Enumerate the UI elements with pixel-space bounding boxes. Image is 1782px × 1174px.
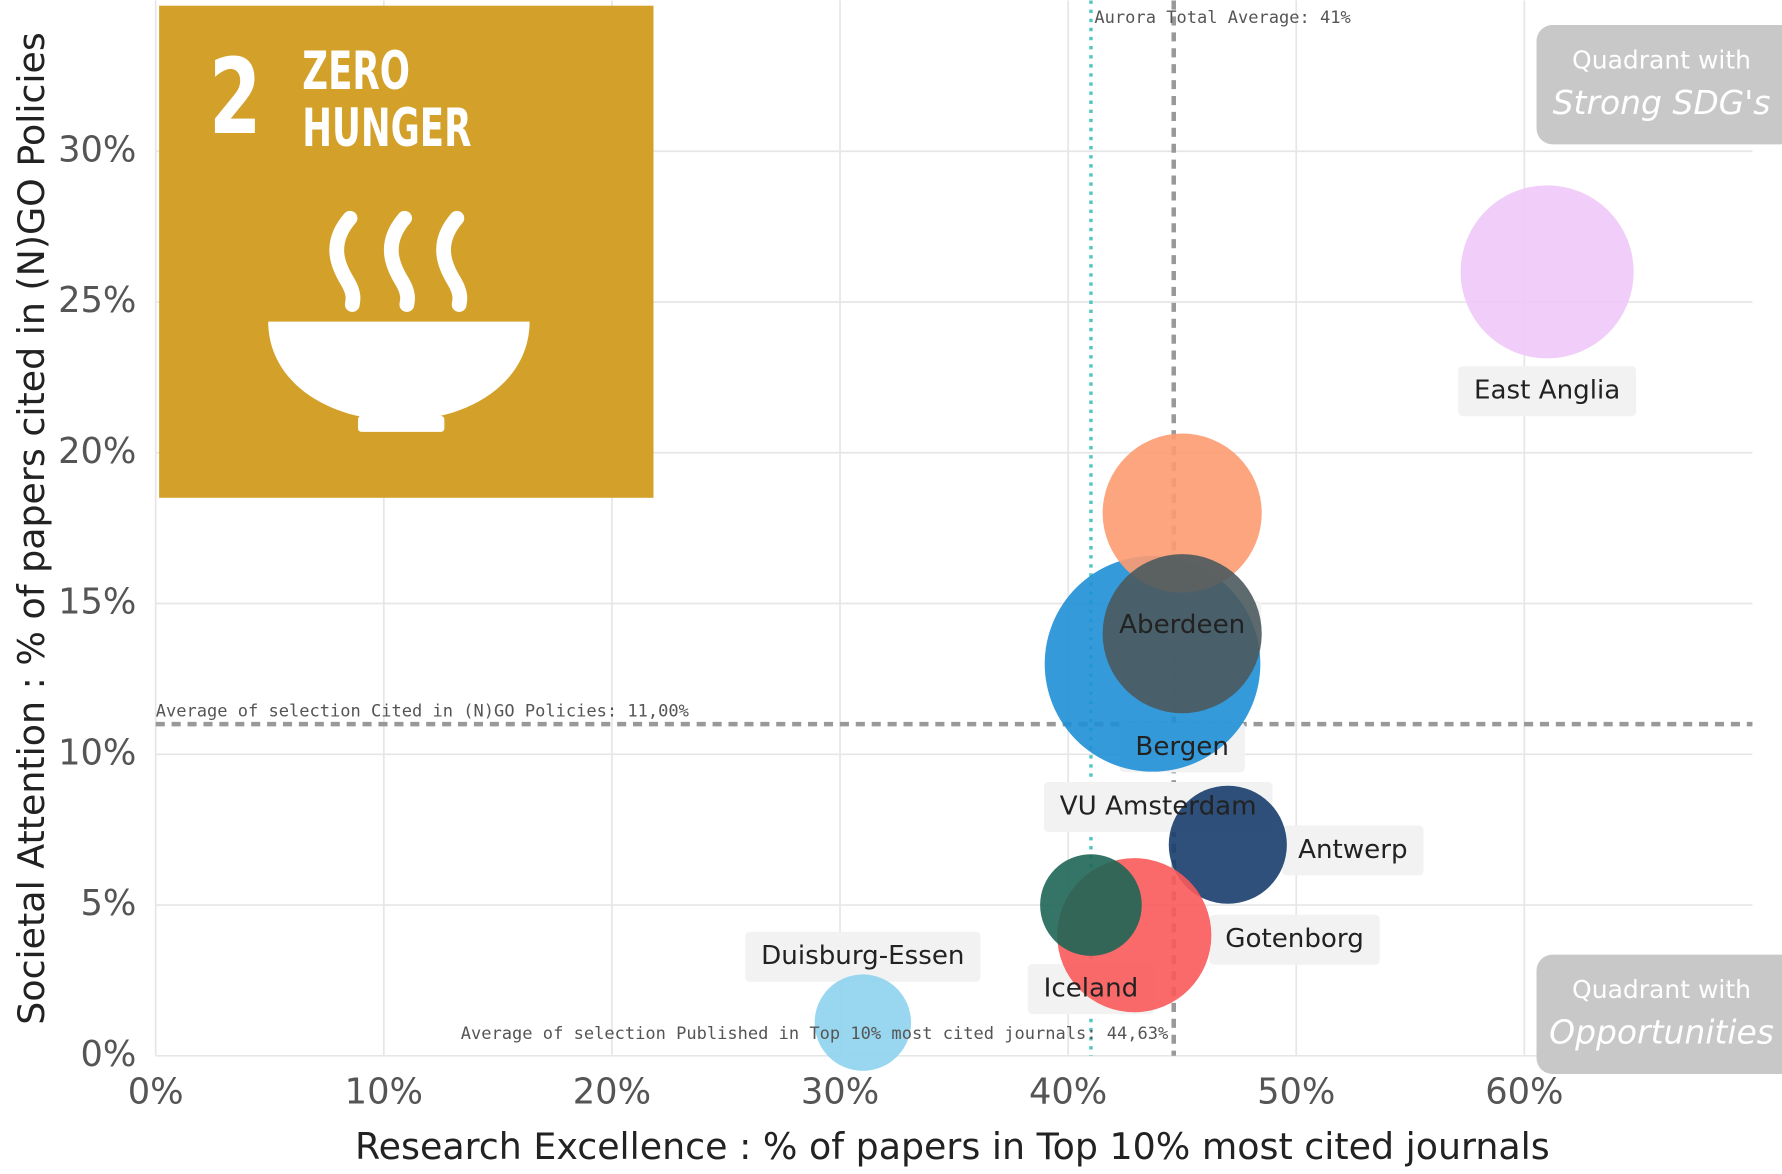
x-tick-label: 10% (345, 1071, 423, 1112)
sdg-title: HUNGER (302, 98, 471, 159)
x-axis-title: Research Excellence : % of papers in Top… (355, 1125, 1550, 1168)
bubble (1102, 554, 1262, 714)
bubble-labels: East Anglia VU Amsterdam Aberdeen Bergen Ant… (761, 376, 1620, 1004)
y-tick-label: 30% (58, 129, 136, 170)
bubble-label: Iceland (1044, 974, 1139, 1004)
bubbles (814, 185, 1634, 1071)
bowl-icon (268, 321, 530, 421)
quadrant-title: Quadrant with (1572, 975, 1751, 1004)
sdg-title: ZERO (302, 41, 410, 102)
x-tick-label: 40% (1029, 1071, 1107, 1112)
bubble-label: Bergen (1135, 732, 1229, 762)
bubble-label: East Anglia (1474, 376, 1620, 406)
x-tick-label: 60% (1485, 1071, 1563, 1112)
label-background (1282, 825, 1424, 876)
steam-icon (329, 210, 468, 312)
bubble-label: Gotenborg (1225, 924, 1364, 954)
quadrant-title: Quadrant with (1572, 45, 1751, 74)
bubble (1102, 433, 1262, 593)
label-background (745, 931, 981, 982)
bubble (814, 974, 912, 1071)
bubble-label: VU Amsterdam (1060, 792, 1257, 822)
quadrant-box (1536, 25, 1782, 145)
quadrant-boxes: Quadrant with Strong SDG's Quadrant with Op… (1536, 25, 1782, 1074)
y-tick-label: 10% (58, 732, 136, 773)
y-tick-label: 15% (58, 582, 136, 623)
x-tick-label: 50% (1257, 1071, 1335, 1112)
label-background (1209, 914, 1380, 965)
y-tick-label: 25% (58, 280, 136, 321)
y-tick-label: 0% (81, 1034, 137, 1075)
reference-label: Average of selection Published in Top 10… (461, 1024, 1169, 1044)
bubble (1460, 185, 1634, 359)
quadrant-box (1536, 954, 1782, 1074)
reference-label: Aurora Total Average: 41% (1094, 8, 1350, 28)
bubble-label: Aberdeen (1119, 610, 1245, 640)
sdg-tile: 2 ZERO HUNGER (159, 5, 654, 498)
bubble (1168, 785, 1287, 904)
label-background (1458, 366, 1637, 417)
sdg-number: 2 (209, 37, 261, 159)
bubble (1040, 854, 1142, 956)
y-tick-label: 20% (58, 431, 136, 472)
x-tick-label: 20% (573, 1071, 651, 1112)
reference-label: Average of selection Cited in (N)GO Poli… (156, 701, 689, 721)
quadrant-subtitle: Strong SDG's (1553, 83, 1771, 122)
bubble-label: Duisburg-Essen (761, 941, 964, 971)
bubble-label: Antwerp (1298, 835, 1407, 865)
y-axis-title: Societal Attention : % of papers cited i… (10, 32, 53, 1025)
bowl-base (357, 415, 445, 432)
y-tick-label: 5% (81, 883, 137, 924)
x-tick-label: 0% (128, 1071, 184, 1112)
x-tick-label: 30% (801, 1071, 879, 1112)
quadrant-subtitle: Opportunities (1549, 1013, 1774, 1052)
